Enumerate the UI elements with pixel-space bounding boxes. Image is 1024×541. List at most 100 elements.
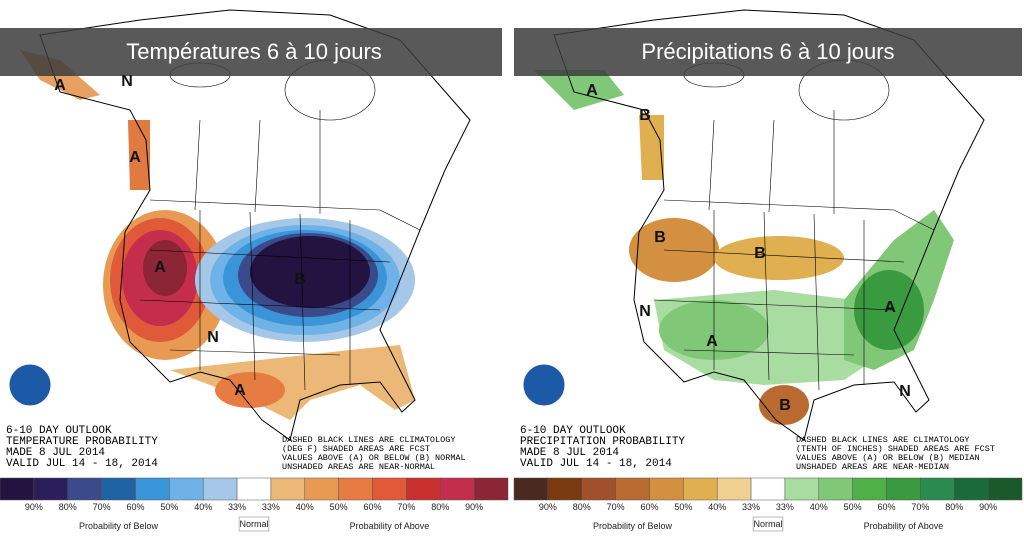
scale-swatch (406, 477, 441, 501)
outlook-text: MADE 8 JUL 2014 (520, 447, 619, 459)
below-label: Probability of Below (593, 521, 673, 531)
normal-box (238, 516, 270, 532)
scale-label: 70% (911, 502, 929, 512)
scale-swatch (716, 477, 752, 501)
scale-swatch (649, 477, 684, 501)
note-text: DASHED BLACK LINES ARE CLIMATOLOGY (796, 435, 969, 445)
normal-box (752, 516, 784, 532)
map-label: A (706, 333, 718, 350)
scale-swatch (169, 477, 204, 501)
scale-label: 70% (93, 502, 111, 512)
scale-swatch (33, 477, 68, 501)
temperature-panel: Températures 6 à 10 jours A N A A B N A 6-10 DAY… (0, 9, 509, 532)
scale-label: 33% (262, 502, 280, 512)
scale-swatch (987, 477, 1023, 501)
scale-label: 40% (708, 502, 726, 512)
scale-label: 90% (539, 502, 557, 512)
scale-swatch (683, 477, 718, 501)
normal-label: Normal (753, 519, 782, 529)
above-label: Probability of Above (864, 521, 944, 531)
map (6, 9, 471, 441)
scale-swatch (0, 477, 35, 501)
outlook-text: VALID JUL 14 - 18, 2014 (520, 458, 672, 470)
scale-swatch (581, 477, 616, 501)
scale-swatch (440, 477, 475, 501)
scale-label: 40% (296, 502, 314, 512)
scale-swatch (615, 477, 650, 501)
map-label: A (234, 382, 246, 399)
scale-label: 80% (945, 502, 963, 512)
scale-swatch (304, 477, 339, 501)
scale-label: 50% (674, 502, 692, 512)
scale-swatch (236, 477, 272, 501)
outlook-text: 6-10 DAY OUTLOOK (520, 425, 626, 437)
scale-label: 50% (160, 502, 178, 512)
scale-label: 33% (228, 502, 246, 512)
map-label: N (121, 73, 133, 90)
scale-label: 90% (465, 502, 483, 512)
scale-swatch (852, 477, 887, 501)
above-label: Probability of Above (350, 521, 430, 531)
scale-label: 33% (742, 502, 760, 512)
scale-label: 60% (364, 502, 382, 512)
scale-label: 60% (126, 502, 144, 512)
map-label: B (754, 245, 766, 262)
map-label: A (154, 259, 166, 276)
map-label: B (779, 397, 791, 414)
scale-label: 70% (397, 502, 415, 512)
scale-swatch (547, 477, 582, 501)
panel-title: Précipitations 6 à 10 jours (641, 39, 894, 64)
panel-title: Températures 6 à 10 jours (126, 39, 382, 64)
scale-swatch (473, 477, 509, 501)
map-label: A (129, 149, 141, 166)
map-label: N (899, 383, 911, 400)
scale-label: 50% (330, 502, 348, 512)
map-label: A (586, 82, 598, 99)
outlook-text: VALID JUL 14 - 18, 2014 (6, 458, 158, 470)
title-bar (0, 28, 502, 76)
precipitation-panel: Précipitations 6 à 10 jours A B B B N A A B N 6-10… (513, 9, 1023, 532)
note-text: VALUES ABOVE (A) OR BELOW (B) MEDIAN (796, 453, 980, 463)
note-text: (TENTH OF INCHES) SHADED AREAS ARE FCST (796, 444, 995, 454)
map-label: N (207, 329, 219, 346)
note-text: UNSHADED AREAS ARE NEAR-NORMAL (282, 462, 435, 472)
outlook-text: MADE 8 JUL 2014 (6, 447, 105, 459)
outlook-text: PRECIPITATION PROBABILITY (520, 436, 685, 448)
map-label: B (294, 271, 306, 288)
scale-swatch (135, 477, 170, 501)
scale-swatch (750, 477, 786, 501)
scale-label: 80% (431, 502, 449, 512)
scale-swatch (67, 477, 102, 501)
scale-label: 60% (878, 502, 896, 512)
scale-swatch (818, 477, 853, 501)
below-label: Probability of Below (79, 521, 159, 531)
normal-label: Normal (239, 519, 268, 529)
scale-label: 40% (810, 502, 828, 512)
scale-label: 80% (573, 502, 591, 512)
outlook-text: TEMPERATURE PROBABILITY (6, 436, 158, 448)
scale-label: 70% (607, 502, 625, 512)
map-label: A (884, 299, 896, 316)
scale-swatch (101, 477, 136, 501)
map-label: B (639, 107, 651, 124)
scale-swatch (270, 477, 306, 501)
scale-swatch (202, 477, 238, 501)
scale-label: 60% (640, 502, 658, 512)
scale-label: 80% (59, 502, 77, 512)
note-text: VALUES ABOVE (A) OR BELOW (B) NORMAL (282, 453, 466, 463)
map-label: B (654, 229, 666, 246)
scale-label: 33% (776, 502, 794, 512)
scale-swatch (920, 477, 955, 501)
note-text: (DEG F) SHADED AREAS ARE FCST (282, 444, 430, 454)
map-label: N (639, 303, 651, 320)
title-bar (514, 28, 1022, 76)
scale-swatch (513, 477, 549, 501)
scale-label: 50% (844, 502, 862, 512)
scale-label: 40% (194, 502, 212, 512)
map-label: A (54, 77, 66, 94)
note-text: DASHED BLACK LINES ARE CLIMATOLOGY (282, 435, 455, 445)
scale-swatch (338, 477, 373, 501)
scale-label: 90% (979, 502, 997, 512)
note-text: UNSHADED AREAS ARE NEAR-MEDIAN (796, 462, 949, 472)
